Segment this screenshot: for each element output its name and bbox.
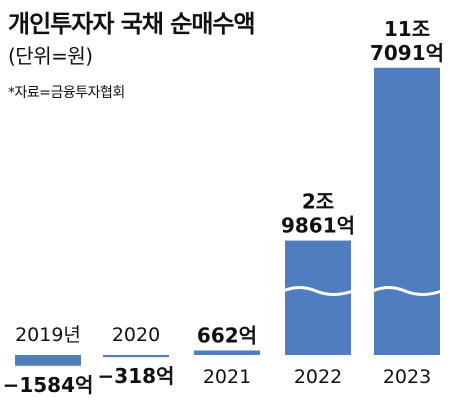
chart-source: *자료=금융투자협회 bbox=[8, 85, 125, 101]
value-label-1: −318억 bbox=[98, 364, 175, 388]
bar-2 bbox=[194, 350, 260, 355]
bar-1 bbox=[103, 355, 169, 358]
bar-4 bbox=[374, 67, 440, 355]
value-label-3: 2조 9861억 bbox=[281, 190, 355, 238]
category-label-3: 2022 bbox=[294, 366, 342, 388]
value-label-4: 11조 7091억 bbox=[370, 17, 444, 65]
chart-title: 개인투자자 국채 순매수액 bbox=[8, 10, 256, 38]
category-label-1: 2020 bbox=[112, 324, 160, 346]
axis-break-3 bbox=[282, 286, 354, 296]
bar-0 bbox=[15, 355, 81, 366]
axis-break-4 bbox=[371, 286, 443, 296]
bar-3 bbox=[285, 240, 351, 355]
chart-unit: (단위=원) bbox=[8, 44, 93, 68]
category-label-2: 2021 bbox=[203, 366, 251, 388]
category-label-0: 2019년 bbox=[15, 324, 81, 346]
value-label-2: 662억 bbox=[197, 323, 257, 347]
category-label-4: 2023 bbox=[383, 366, 431, 388]
value-label-0: −1584억 bbox=[3, 373, 94, 397]
